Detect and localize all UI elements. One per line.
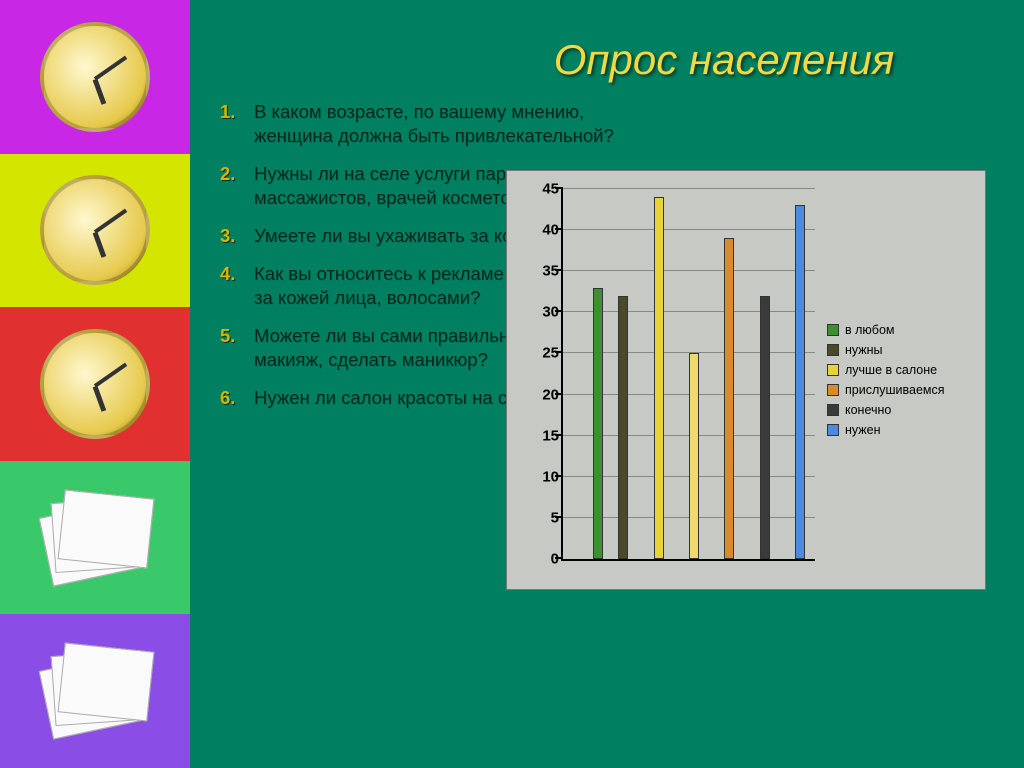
chart-gridline	[563, 229, 815, 230]
legend-swatch	[827, 384, 839, 396]
chart-bar	[618, 296, 628, 559]
slide: Опрос населения В каком возрасте, по ваш…	[0, 0, 1024, 768]
chart-bar	[689, 353, 699, 559]
legend-swatch	[827, 324, 839, 336]
chart-bar	[760, 296, 770, 559]
chart-ytick-label: 5	[519, 509, 559, 526]
legend-swatch	[827, 364, 839, 376]
chart-ytick-label: 10	[519, 468, 559, 485]
legend-item: прислушиваемся	[827, 383, 975, 397]
sidebar-panel	[0, 154, 190, 308]
chart-gridline	[563, 188, 815, 189]
sidebar-panel	[0, 0, 190, 154]
decorative-sidebar	[0, 0, 190, 768]
papers-icon	[35, 488, 155, 588]
chart-bar	[593, 288, 603, 559]
slide-title: Опрос населения	[544, 36, 904, 84]
legend-item: в любом	[827, 323, 975, 337]
chart-ytick-label: 45	[519, 181, 559, 198]
chart-legend: в любом нужны лучше в салоне прислушиваемся…	[827, 317, 975, 443]
survey-bar-chart: 051015202530354045 в любомнужнылучше в с…	[506, 170, 986, 590]
chart-bar	[724, 238, 734, 559]
chart-bar	[795, 205, 805, 559]
legend-item: конечно	[827, 403, 975, 417]
legend-item: нужны	[827, 343, 975, 357]
legend-label: в любом	[845, 323, 895, 337]
clock-icon	[40, 329, 150, 439]
sidebar-panel	[0, 307, 190, 461]
legend-swatch	[827, 404, 839, 416]
chart-ytick-label: 15	[519, 427, 559, 444]
chart-gridline	[563, 270, 815, 271]
chart-bar	[654, 197, 664, 559]
legend-item: лучше в салоне	[827, 363, 975, 377]
content-area: Опрос населения В каком возрасте, по ваш…	[190, 0, 1024, 768]
legend-label: нужны	[845, 343, 883, 357]
legend-swatch	[827, 344, 839, 356]
legend-label: лучше в салоне	[845, 363, 937, 377]
chart-ytick-label: 35	[519, 263, 559, 280]
question-item: В каком возрасте, по вашему мнению, женщ…	[220, 100, 640, 148]
papers-icon	[35, 641, 155, 741]
chart-ytick-label: 0	[519, 551, 559, 568]
legend-label: прислушиваемся	[845, 383, 945, 397]
sidebar-panel	[0, 614, 190, 768]
chart-plot-area: 051015202530354045	[561, 189, 815, 561]
legend-item: нужен	[827, 423, 975, 437]
chart-ytick-label: 30	[519, 304, 559, 321]
legend-label: нужен	[845, 423, 881, 437]
chart-ytick-label: 25	[519, 345, 559, 362]
chart-ytick-label: 20	[519, 386, 559, 403]
legend-swatch	[827, 424, 839, 436]
legend-label: конечно	[845, 403, 891, 417]
chart-ytick-label: 40	[519, 222, 559, 239]
sidebar-panel	[0, 461, 190, 615]
clock-icon	[40, 22, 150, 132]
clock-icon	[40, 175, 150, 285]
